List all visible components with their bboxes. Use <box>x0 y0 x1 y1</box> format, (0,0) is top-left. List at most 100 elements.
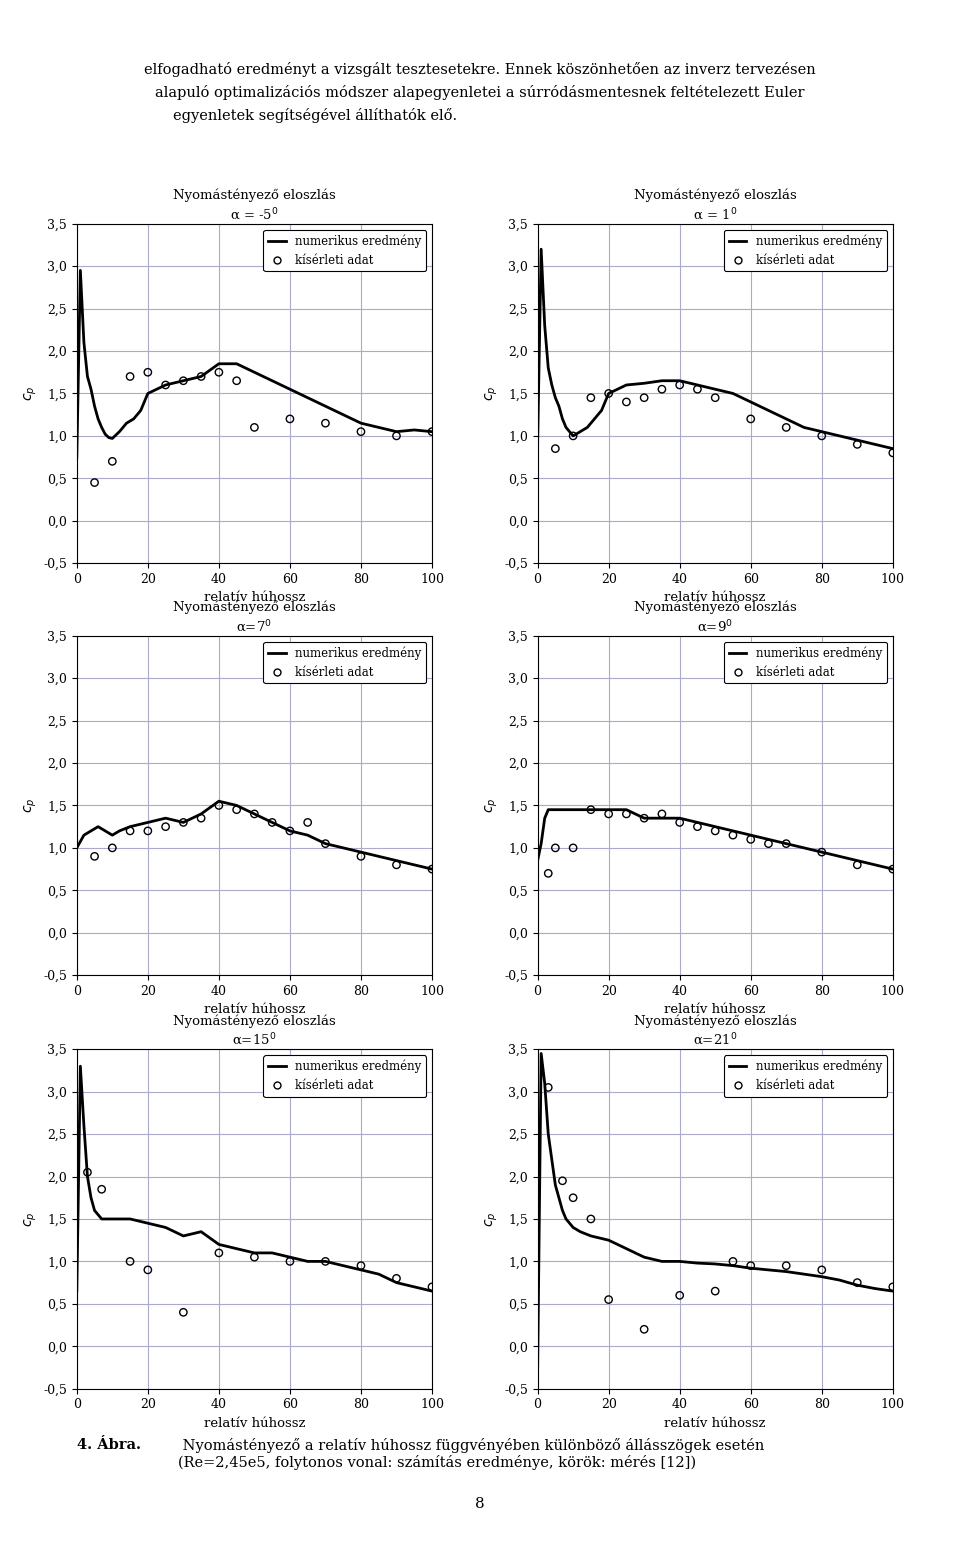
Point <box>565 836 581 861</box>
Point <box>282 818 298 842</box>
Point <box>265 810 280 835</box>
Y-axis label: $c_p$: $c_p$ <box>23 1211 39 1227</box>
Y-axis label: $c_p$: $c_p$ <box>484 798 500 813</box>
Point <box>424 1275 440 1299</box>
Point <box>211 793 227 818</box>
Point <box>211 360 227 384</box>
Point <box>540 1075 556 1100</box>
Point <box>726 1250 741 1275</box>
Text: Nyomástényező a relatív húhossz függvényében különböző állásszögek esetén
(Re=2,: Nyomástényező a relatív húhossz függvény… <box>178 1438 764 1470</box>
Point <box>176 1299 191 1324</box>
Point <box>228 369 244 393</box>
Point <box>247 1245 262 1270</box>
Point <box>247 415 262 440</box>
Point <box>672 372 687 397</box>
Point <box>708 386 723 410</box>
Point <box>655 376 670 401</box>
Point <box>743 407 758 432</box>
Point <box>814 1258 829 1282</box>
Point <box>672 1284 687 1308</box>
Point <box>619 802 635 827</box>
Text: egyenletek segítségével állíthatók elő.: egyenletek segítségével állíthatók elő. <box>173 108 457 123</box>
Point <box>140 818 156 842</box>
Title: Nyomástényező eloszlás
α=7$^0$: Nyomástényező eloszlás α=7$^0$ <box>173 600 336 634</box>
Point <box>885 441 900 466</box>
Point <box>885 856 900 881</box>
Point <box>122 1250 138 1275</box>
Point <box>140 1258 156 1282</box>
Point <box>760 832 776 856</box>
Point <box>689 815 705 839</box>
Point <box>547 437 563 461</box>
X-axis label: relatív húhossz: relatív húhossz <box>204 591 305 605</box>
Point <box>601 1287 616 1312</box>
Point <box>389 423 404 447</box>
Point <box>282 1250 298 1275</box>
Text: alapuló optimalizációs módszer alapegyenletei a súrródásmentesnek feltételezett : alapuló optimalizációs módszer alapegyen… <box>156 85 804 100</box>
Title: Nyomástényező eloszlás
α=9$^0$: Nyomástényező eloszlás α=9$^0$ <box>634 600 797 634</box>
Point <box>814 839 829 864</box>
Point <box>353 1253 369 1278</box>
Point <box>850 1270 865 1295</box>
Point <box>708 818 723 842</box>
Y-axis label: $c_p$: $c_p$ <box>484 1211 500 1227</box>
Text: 8: 8 <box>475 1497 485 1512</box>
Point <box>353 420 369 444</box>
Point <box>228 798 244 822</box>
Point <box>318 832 333 856</box>
Title: Nyomástényező eloszlás
α = 1$^0$: Nyomástényező eloszlás α = 1$^0$ <box>634 188 797 222</box>
Point <box>565 423 581 447</box>
Point <box>655 802 670 827</box>
Point <box>105 836 120 861</box>
Legend: numerikus eredmény, kísérleti adat: numerikus eredmény, kísérleti adat <box>724 642 887 684</box>
Point <box>565 1185 581 1210</box>
Point <box>743 827 758 852</box>
Point <box>424 420 440 444</box>
Title: Nyomástényező eloszlás
α=21$^0$: Nyomástényező eloszlás α=21$^0$ <box>634 1014 797 1048</box>
Point <box>636 1316 652 1341</box>
Point <box>282 407 298 432</box>
Text: elfogadható eredményt a vizsgált tesztesetekre. Ennek köszönhetően az inverz ter: elfogadható eredményt a vizsgált tesztes… <box>144 62 816 77</box>
Legend: numerikus eredmény, kísérleti adat: numerikus eredmény, kísérleti adat <box>263 230 426 272</box>
Y-axis label: $c_p$: $c_p$ <box>484 386 500 401</box>
Legend: numerikus eredmény, kísérleti adat: numerikus eredmény, kísérleti adat <box>263 642 426 684</box>
Point <box>601 381 616 406</box>
Point <box>636 386 652 410</box>
Point <box>583 798 599 822</box>
Point <box>601 802 616 827</box>
Point <box>583 1207 599 1231</box>
Point <box>779 832 794 856</box>
X-axis label: relatív húhossz: relatív húhossz <box>664 1003 766 1017</box>
Text: 4. Ábra.: 4. Ábra. <box>77 1438 141 1452</box>
Point <box>105 449 120 474</box>
Point <box>814 423 829 447</box>
Point <box>743 1253 758 1278</box>
Legend: numerikus eredmény, kísérleti adat: numerikus eredmény, kísérleti adat <box>724 1055 887 1097</box>
Point <box>157 815 173 839</box>
Point <box>86 844 103 869</box>
Point <box>140 360 156 384</box>
Point <box>850 432 865 457</box>
Point <box>689 376 705 401</box>
Point <box>726 822 741 847</box>
Point <box>80 1160 95 1185</box>
Point <box>318 1250 333 1275</box>
Point <box>122 818 138 842</box>
Point <box>636 805 652 830</box>
Y-axis label: $c_p$: $c_p$ <box>23 386 39 401</box>
X-axis label: relatív húhossz: relatív húhossz <box>664 1416 766 1430</box>
Point <box>885 1275 900 1299</box>
Point <box>247 802 262 827</box>
Point <box>176 369 191 393</box>
Point <box>672 810 687 835</box>
Point <box>193 364 209 389</box>
Y-axis label: $c_p$: $c_p$ <box>23 798 39 813</box>
X-axis label: relatív húhossz: relatív húhossz <box>204 1003 305 1017</box>
Point <box>122 364 138 389</box>
Point <box>850 852 865 876</box>
Legend: numerikus eredmény, kísérleti adat: numerikus eredmény, kísérleti adat <box>724 230 887 272</box>
Point <box>424 856 440 881</box>
Point <box>779 415 794 440</box>
Point <box>779 1253 794 1278</box>
Point <box>176 810 191 835</box>
